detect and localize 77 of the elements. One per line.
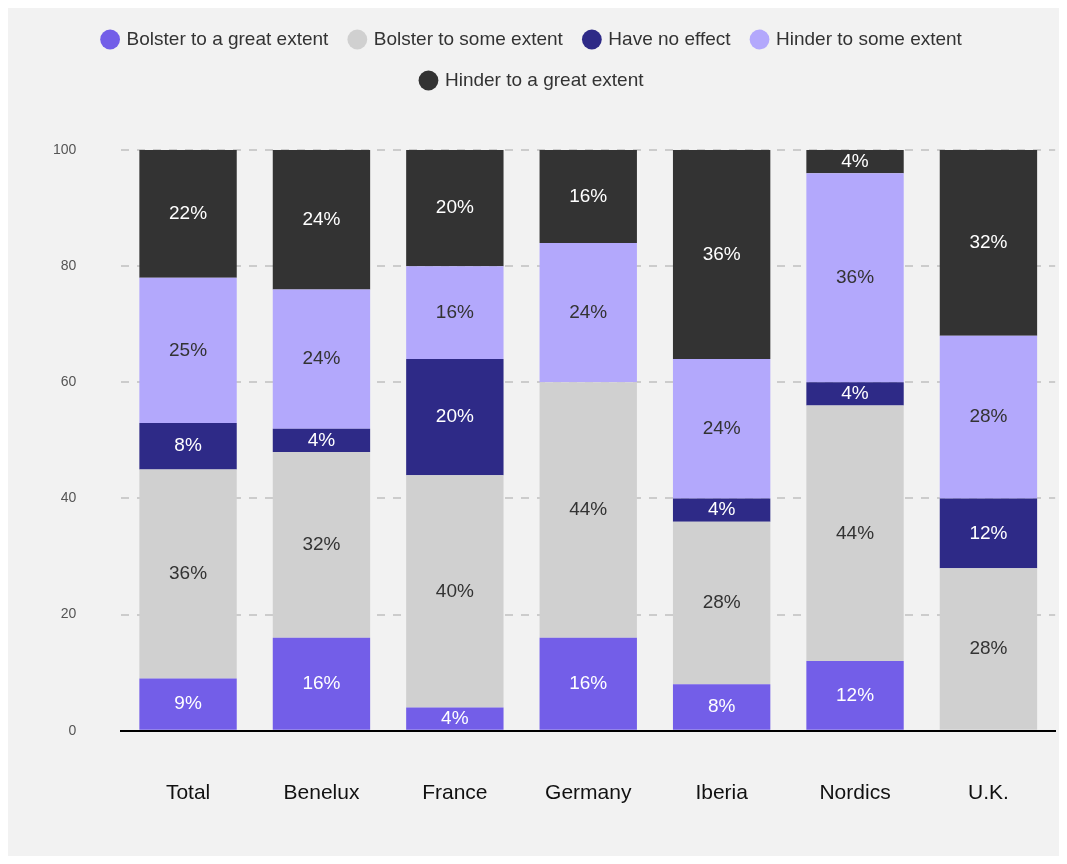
data-label: 8% <box>707 695 736 717</box>
data-label: 36% <box>169 562 208 584</box>
x-tick-label: Total <box>165 780 211 804</box>
data-label: 36% <box>836 266 875 288</box>
bar <box>939 335 1038 499</box>
bar <box>672 684 771 730</box>
data-label: 24% <box>302 347 341 369</box>
bar <box>806 173 904 383</box>
data-label: 16% <box>435 300 474 322</box>
data-label: 32% <box>969 231 1008 253</box>
y-tick-label: 20 <box>60 605 77 622</box>
legend-label: Bolster to a great extent <box>126 27 330 49</box>
bar <box>272 150 371 290</box>
data-label: 24% <box>702 417 741 439</box>
bar <box>806 661 904 730</box>
bar <box>139 678 237 730</box>
data-label: 20% <box>435 405 474 427</box>
bar <box>406 707 504 730</box>
x-tick-label: Iberia <box>695 780 749 804</box>
bar <box>806 150 904 174</box>
bar <box>406 359 504 476</box>
x-tick-label: Germany <box>545 780 632 804</box>
legend-label: Have no effect <box>608 27 732 49</box>
data-label: 28% <box>702 591 741 613</box>
data-label: 24% <box>569 300 608 322</box>
bar <box>672 359 771 499</box>
data-label: 4% <box>441 706 469 728</box>
bar <box>139 150 237 278</box>
data-label: 36% <box>702 242 741 264</box>
bar <box>139 277 237 423</box>
data-label: 4% <box>307 428 336 450</box>
bar <box>672 498 771 522</box>
data-label: 4% <box>841 382 869 404</box>
y-tick-label: 0 <box>68 721 77 738</box>
y-tick-label: 80 <box>60 257 77 274</box>
x-tick-label: France <box>422 780 488 804</box>
data-label: 16% <box>302 672 341 694</box>
bar <box>272 289 371 429</box>
data-label: 25% <box>169 338 208 360</box>
data-label: 12% <box>969 521 1008 543</box>
data-label: 4% <box>707 498 736 520</box>
bar <box>539 637 637 730</box>
data-label: 40% <box>435 579 474 601</box>
bar <box>406 150 504 267</box>
data-label: 32% <box>302 533 341 555</box>
bar <box>672 150 771 360</box>
bar <box>806 382 904 406</box>
data-label: 12% <box>836 683 875 705</box>
x-tick-label: Nordics <box>819 780 891 804</box>
bar <box>272 428 371 453</box>
data-label: 22% <box>169 202 208 224</box>
legend-label: Hinder to some extent <box>776 27 963 49</box>
data-label: 8% <box>174 434 202 456</box>
data-label: 44% <box>836 521 875 543</box>
data-label: 28% <box>969 405 1008 427</box>
y-tick-label: 100 <box>53 140 77 157</box>
data-label: 20% <box>435 196 474 218</box>
data-label: 44% <box>569 498 608 520</box>
y-tick-label: 60 <box>60 373 77 390</box>
x-tick-label: U.K. <box>968 780 1009 804</box>
bar <box>406 266 504 360</box>
bar <box>939 498 1038 569</box>
data-label: 16% <box>569 672 608 694</box>
legend-label: Bolster to some extent <box>373 27 564 49</box>
data-label: 9% <box>174 692 202 714</box>
legend-label: Hinder to a great extent <box>444 68 645 90</box>
data-label: 16% <box>569 184 608 206</box>
x-tick-label: Benelux <box>283 780 360 804</box>
data-label: 28% <box>969 637 1008 659</box>
data-label: 4% <box>841 149 869 171</box>
data-label: 24% <box>302 207 341 229</box>
bar <box>539 150 637 243</box>
bar <box>539 242 637 383</box>
bar <box>939 150 1038 336</box>
bar <box>139 422 237 470</box>
y-tick-label: 40 <box>60 489 77 506</box>
bar <box>272 637 371 730</box>
